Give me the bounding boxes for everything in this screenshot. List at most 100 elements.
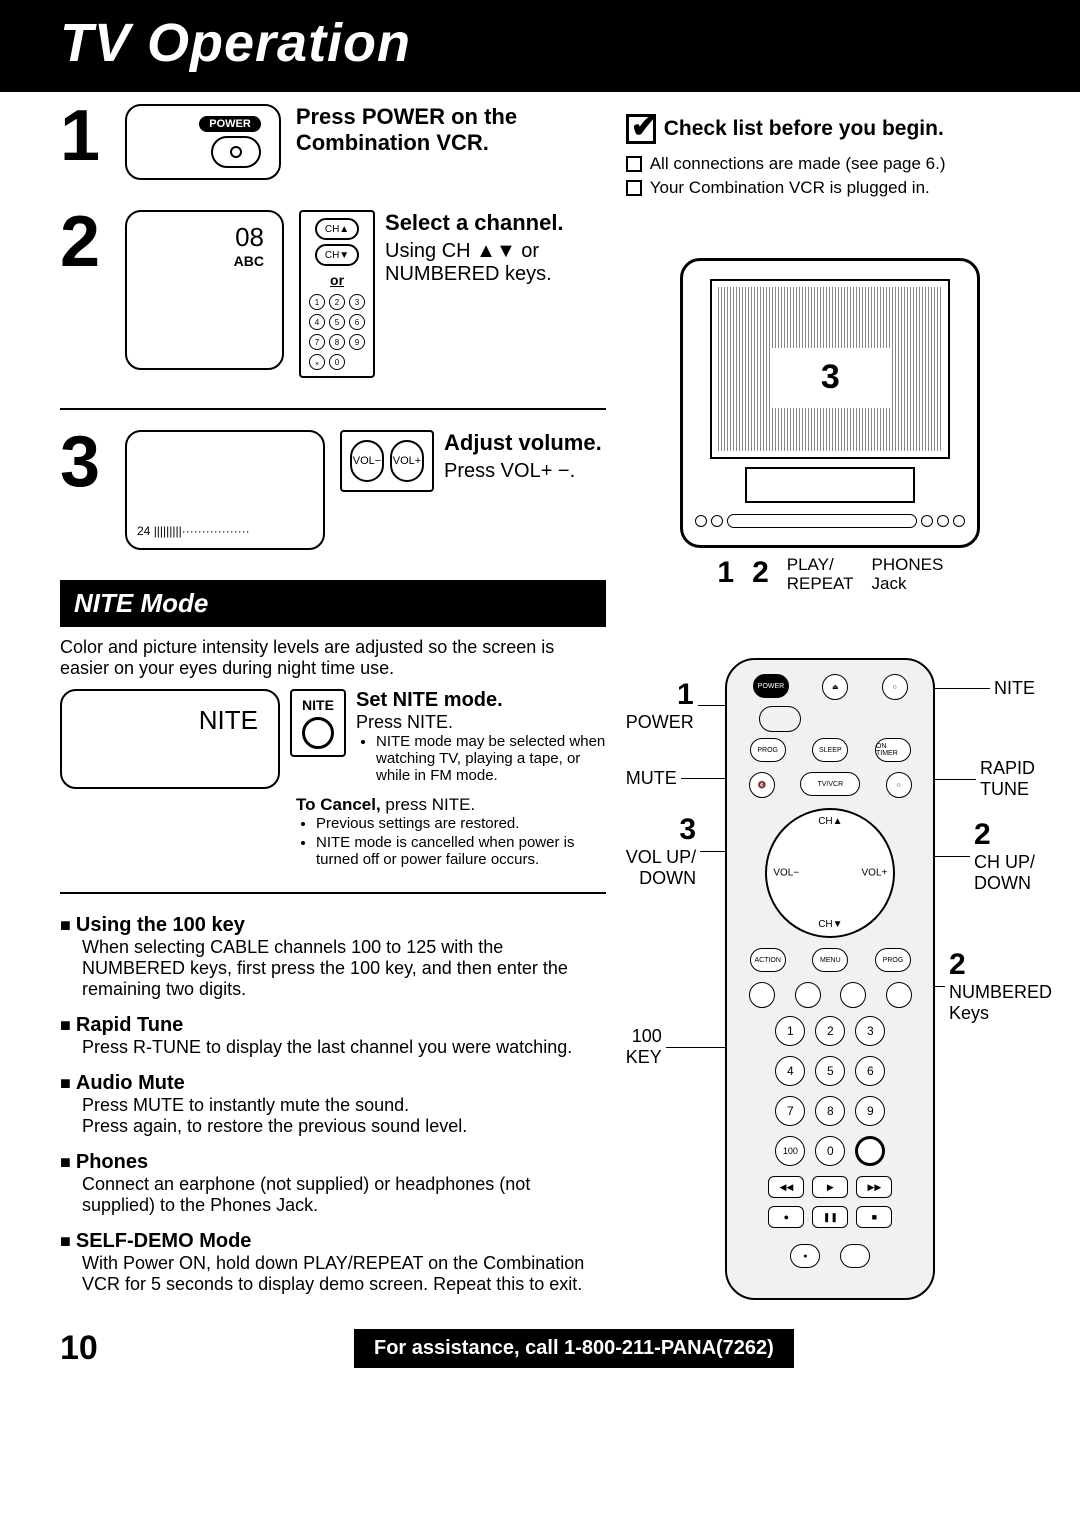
step-3-title: Adjust volume. bbox=[444, 430, 602, 456]
remote-prog-icon: PROG bbox=[750, 738, 786, 762]
nite-cancel-lead: To Cancel, bbox=[296, 795, 381, 814]
remote-tvvcr-icon: TV/VCR bbox=[800, 772, 860, 796]
nite-set-note: NITE mode may be selected when watching … bbox=[376, 733, 606, 784]
remote-stop-icon: ■ bbox=[856, 1206, 892, 1228]
callout-2a-num: 2 bbox=[974, 818, 991, 851]
feature-100key-heading: Using the 100 key bbox=[60, 914, 606, 937]
callout-1-num: 1 bbox=[677, 678, 694, 711]
callout-power: POWER bbox=[626, 712, 694, 732]
checkbox-icon bbox=[626, 180, 642, 196]
checkmark-icon bbox=[626, 114, 656, 144]
tv-label-play: PLAY/ REPEAT bbox=[787, 556, 854, 593]
remote-pause-icon: ❚❚ bbox=[812, 1206, 848, 1228]
step-2-text: Using CH ▲▼ or NUMBERED keys. bbox=[385, 240, 606, 286]
remote-mute-icon: 🔇 bbox=[749, 772, 775, 798]
step-3: 3 24 |||||||||················· VOL− VOL… bbox=[60, 430, 606, 550]
feature-phones-body: Connect an earphone (not supplied) or he… bbox=[82, 1174, 606, 1216]
feature-selfdemo-heading: SELF-DEMO Mode bbox=[60, 1230, 606, 1253]
volume-buttons-figure: VOL− VOL+ bbox=[340, 430, 434, 492]
remote-counter-icon bbox=[840, 1244, 870, 1268]
feature-mute-body: Press MUTE to instantly mute the sound. … bbox=[82, 1095, 606, 1137]
callout-nite: NITE bbox=[994, 678, 1035, 699]
feature-phones-heading: Phones bbox=[60, 1151, 606, 1174]
checklist-item-1: All connections are made (see page 6.) bbox=[650, 154, 946, 174]
tv-label-1: 1 bbox=[717, 556, 734, 590]
step-1-figure: POWER bbox=[125, 104, 281, 180]
callout-2b-num: 2 bbox=[949, 948, 966, 981]
remote-action-icon: ACTION bbox=[750, 948, 786, 972]
step-3-number: 3 bbox=[60, 430, 110, 495]
remote-play-icon: ▶ bbox=[812, 1176, 848, 1198]
feature-rapidtune-body: Press R-TUNE to display the last channel… bbox=[82, 1037, 606, 1058]
remote-func-4-icon bbox=[886, 982, 912, 1008]
remote-power-indicator-icon bbox=[759, 706, 801, 732]
checkbox-icon bbox=[626, 156, 642, 172]
callout-chupdown: CH UP/ DOWN bbox=[974, 852, 1035, 893]
tv-label-phones: PHONES Jack bbox=[872, 556, 944, 593]
power-label: POWER bbox=[199, 116, 261, 132]
checklist-title: Check list before you begin. bbox=[664, 117, 944, 141]
step-3-text: Press VOL+ −. bbox=[444, 460, 602, 483]
assistance-bar: For assistance, call 1-800-211-PANA(7262… bbox=[354, 1329, 794, 1368]
vol-up-icon: VOL+ bbox=[390, 440, 424, 482]
remote-nite-icon: ○ bbox=[882, 674, 908, 700]
checklist: Check list before you begin. All connect… bbox=[626, 114, 1035, 198]
or-label: or bbox=[330, 272, 344, 288]
callout-rapidtune: RAPID TUNE bbox=[980, 758, 1035, 800]
nite-button-figure: NITE bbox=[290, 689, 346, 757]
tv-label-2: 2 bbox=[752, 556, 769, 590]
step-2-figure: 08 ABC bbox=[125, 210, 284, 370]
ch-up-icon: CH▲ bbox=[315, 218, 359, 240]
remote-func-3-icon bbox=[840, 982, 866, 1008]
remote-menu-icon: MENU bbox=[812, 948, 848, 972]
channel-number: 08 bbox=[235, 222, 264, 253]
nite-set-title: Set NITE mode. bbox=[356, 689, 606, 712]
step-1-number: 1 bbox=[60, 104, 110, 169]
step-2-number: 2 bbox=[60, 210, 110, 275]
page-title: TV Operation bbox=[0, 0, 1080, 92]
remote-power-icon: POWER bbox=[753, 674, 789, 698]
remote-dpad-icon: CH▲ CH▼ VOL− VOL+ bbox=[765, 808, 895, 938]
features-list: Using the 100 keyWhen selecting CABLE ch… bbox=[60, 914, 606, 1295]
remote-ontimer-icon: ON TIMER bbox=[875, 738, 911, 762]
tv-figure: 3 1 2 PLAY/ REPEAT PHONES Jack bbox=[626, 258, 1035, 608]
nite-cancel-note-1: Previous settings are restored. bbox=[316, 815, 606, 832]
feature-selfdemo-body: With Power ON, hold down PLAY/REPEAT on … bbox=[82, 1253, 606, 1295]
callout-100key: 100 KEY bbox=[626, 1026, 662, 1067]
remote-rec-icon: ● bbox=[790, 1244, 820, 1268]
vol-down-icon: VOL− bbox=[350, 440, 384, 482]
callout-numkeys: NUMBERED Keys bbox=[949, 982, 1052, 1023]
remote-figure: 1POWER MUTE 3VOL UP/ DOWN 100 KEY NITE R… bbox=[626, 658, 1035, 1218]
step-2: 2 08 ABC CH▲ CH▼ or bbox=[60, 210, 606, 378]
tv-screen-number: 3 bbox=[770, 348, 890, 408]
remote-prog2-icon: PROG bbox=[875, 948, 911, 972]
remote-func-1-icon bbox=[749, 982, 775, 1008]
nite-button-icon bbox=[302, 717, 334, 749]
number-keys-icon: 123 456 789 ⁎0 bbox=[309, 294, 365, 370]
channel-keys-figure: CH▲ CH▼ or 123 456 789 ⁎0 bbox=[299, 210, 375, 378]
ch-down-icon: CH▼ bbox=[315, 244, 359, 266]
remote-rew-icon: ◀◀ bbox=[768, 1176, 804, 1198]
callout-mute: MUTE bbox=[626, 768, 677, 788]
feature-mute-heading: Audio Mute bbox=[60, 1072, 606, 1095]
feature-rapidtune-heading: Rapid Tune bbox=[60, 1014, 606, 1037]
checklist-item-2: Your Combination VCR is plugged in. bbox=[650, 178, 930, 198]
callout-vol: VOL UP/ DOWN bbox=[626, 847, 696, 888]
volume-level: 24 bbox=[137, 524, 150, 538]
remote-sleep-icon: SLEEP bbox=[812, 738, 848, 762]
page-number: 10 bbox=[60, 1329, 98, 1368]
remote-ff-icon: ▶▶ bbox=[856, 1176, 892, 1198]
nite-screen-figure: NITE bbox=[60, 689, 280, 789]
power-button-icon bbox=[211, 136, 261, 168]
remote-eject-icon: ⏏ bbox=[822, 674, 848, 700]
step-2-title: Select a channel. bbox=[385, 210, 606, 236]
step-1: 1 POWER Press POWER on the Combination V… bbox=[60, 104, 606, 180]
nite-button-label: NITE bbox=[302, 697, 334, 713]
channel-name: ABC bbox=[234, 253, 264, 269]
remote-rtune-icon: ○ bbox=[886, 772, 912, 798]
nite-section-header: NITE Mode bbox=[60, 580, 606, 627]
remote-numpad: 123 456 789 1000 bbox=[739, 1016, 921, 1166]
nite-intro: Color and picture intensity levels are a… bbox=[60, 637, 606, 679]
nite-cancel-note-2: NITE mode is cancelled when power is tur… bbox=[316, 834, 606, 868]
step-1-title: Press POWER on the Combination VCR. bbox=[296, 104, 606, 156]
